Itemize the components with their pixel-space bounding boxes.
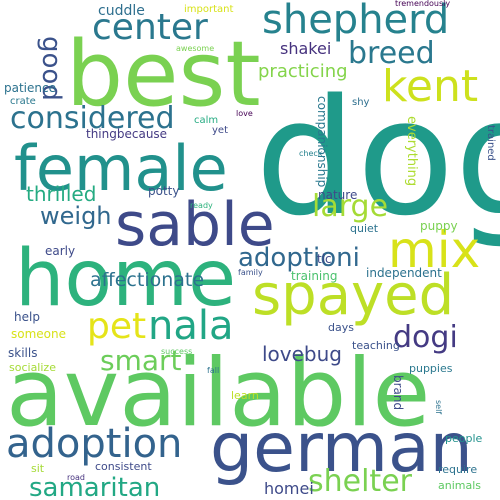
cloud-word: independent	[366, 266, 442, 280]
cloud-word: sit	[31, 462, 45, 475]
cloud-word: weigh	[40, 202, 112, 230]
cloud-word: trained	[485, 125, 496, 161]
cloud-word: shakei	[280, 39, 332, 58]
cloud-word: cuddle	[98, 3, 145, 19]
cloud-word: female	[14, 132, 228, 205]
cloud-word: tremendously	[395, 0, 451, 8]
cloud-word: animals	[438, 479, 482, 492]
cloud-word: days	[328, 321, 354, 334]
cloud-word: puppy	[420, 219, 458, 233]
cloud-word: lovebug	[262, 342, 342, 366]
cloud-word: tlc	[317, 252, 332, 266]
cloud-word: quiet	[350, 222, 379, 235]
cloud-word: shepherd	[262, 0, 450, 43]
cloud-word: nala	[148, 303, 234, 349]
cloud-word: crate	[10, 96, 36, 107]
cloud-word: require	[438, 463, 478, 476]
cloud-word: brand	[391, 375, 405, 411]
cloud-word: people	[445, 432, 483, 445]
cloud-word: sable	[115, 190, 275, 260]
cloud-word: smart	[100, 344, 182, 377]
cloud-word: love	[236, 109, 253, 118]
cloud-word: dogi	[393, 320, 458, 355]
cloud-word: companionship	[315, 96, 329, 188]
cloud-word: skills	[8, 346, 38, 360]
cloud-word: puppies	[409, 362, 453, 375]
cloud-word: large	[312, 189, 389, 224]
cloud-word: awesome	[176, 44, 215, 53]
cloud-word: someone	[11, 327, 66, 341]
cloud-word: considered	[10, 101, 175, 136]
cloud-word: dog	[255, 64, 500, 251]
cloud-word: patience	[4, 81, 56, 95]
cloud-word: spayed	[252, 263, 455, 328]
cloud-word: thrilled	[26, 182, 97, 206]
cloud-word: help	[14, 310, 40, 324]
cloud-word: available	[6, 339, 431, 448]
cloud-word: everything	[404, 116, 419, 187]
cloud-word: important	[184, 4, 234, 15]
cloud-word: center	[92, 7, 208, 48]
cloud-word: training	[291, 269, 338, 283]
cloud-word: breed	[348, 36, 435, 71]
cloud-word: consistent	[95, 460, 152, 473]
cloud-word: nature	[318, 188, 358, 202]
cloud-word: good	[36, 36, 66, 101]
cloud-word: adoption	[6, 421, 183, 467]
cloud-word: pet	[87, 306, 147, 347]
cloud-word: self	[434, 400, 443, 415]
cloud-word: german	[210, 409, 473, 488]
cloud-word: calm	[194, 115, 219, 126]
cloud-word: teaching	[352, 339, 400, 352]
cloud-word: ready	[190, 201, 213, 210]
cloud-word: yet	[212, 125, 228, 136]
cloud-word: thingbecause	[86, 127, 168, 141]
cloud-word: success	[161, 347, 193, 356]
cloud-word: family	[238, 268, 263, 277]
cloud-word: shelter	[308, 464, 412, 499]
cloud-word: early	[45, 244, 76, 258]
cloud-word: practicing	[258, 61, 348, 82]
cloud-word: potty	[148, 184, 180, 198]
cloud-word: socialize	[9, 361, 56, 374]
cloud-word: home	[15, 234, 237, 324]
cloud-word: mix	[388, 221, 481, 279]
cloud-word: road	[67, 473, 85, 482]
cloud-word: learn	[231, 389, 259, 402]
cloud-word: samaritan	[29, 473, 161, 500]
cloud-word: homei	[264, 479, 314, 498]
cloud-word: check	[299, 149, 323, 158]
cloud-word: kent	[382, 61, 479, 112]
cloud-word: adoptioni	[238, 243, 360, 273]
cloud-word: fall	[207, 366, 220, 375]
cloud-word: best	[66, 22, 261, 127]
cloud-word: shy	[352, 97, 370, 108]
cloud-word: affectionate	[90, 269, 205, 291]
